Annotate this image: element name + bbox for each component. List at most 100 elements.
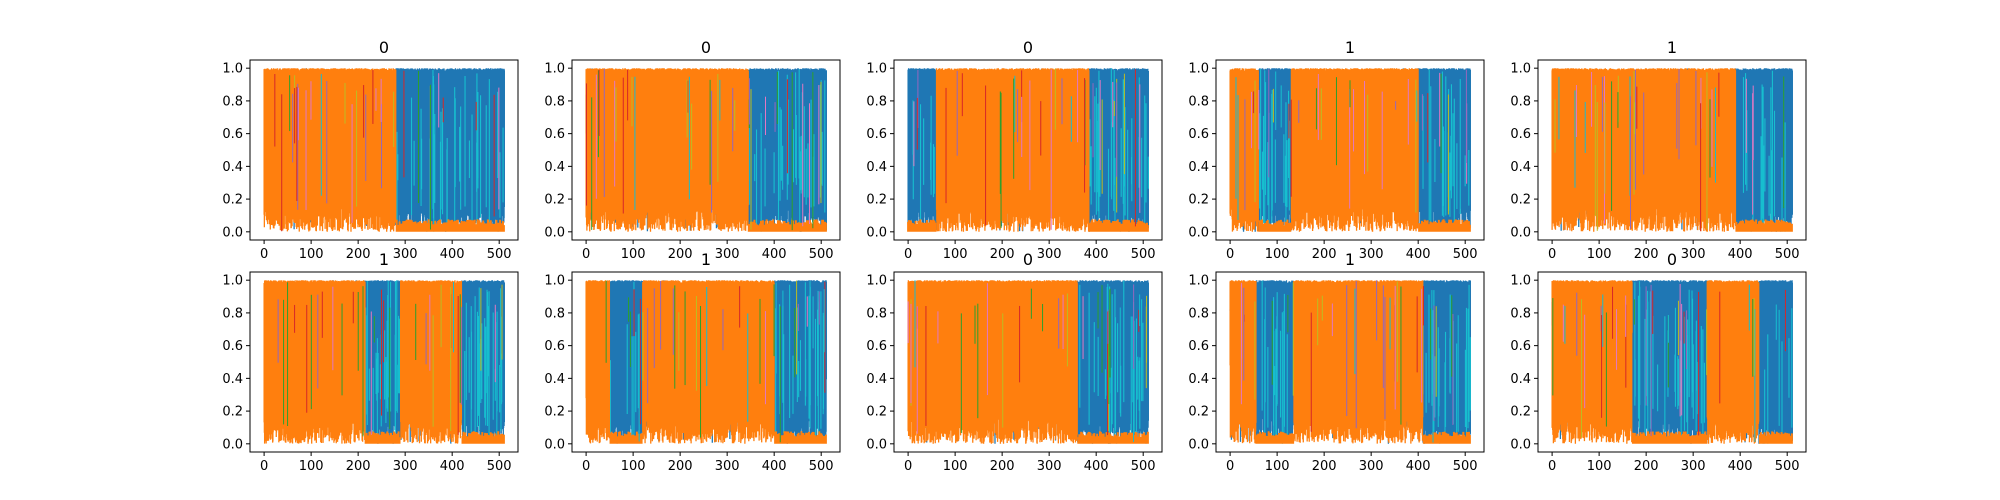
series-c1-low-band bbox=[1735, 219, 1793, 232]
y-tick-label: 0.2 bbox=[544, 405, 565, 420]
plot-area bbox=[907, 68, 1149, 232]
x-tick-label: 100 bbox=[621, 459, 646, 474]
subplot-title: 1 bbox=[1345, 250, 1355, 269]
x-tick-label: 300 bbox=[715, 247, 740, 262]
axes-frame bbox=[249, 271, 519, 453]
subplot-title: 0 bbox=[1023, 250, 1033, 269]
y-tick-label: 0.6 bbox=[222, 339, 243, 354]
subplot-title: 0 bbox=[701, 38, 711, 57]
y-tick-label: 0.2 bbox=[1188, 405, 1209, 420]
x-tick-label: 0 bbox=[1226, 459, 1234, 474]
y-tick-label: 0.6 bbox=[1188, 127, 1209, 142]
subplot-5: 1 0 100 200 300 400 500 0.0 0.2 0.4 0.6 0.8 1.0 bbox=[222, 250, 519, 474]
y-tick-label: 1.0 bbox=[866, 62, 887, 77]
x-tick-label: 200 bbox=[668, 247, 693, 262]
x-tick-label: 100 bbox=[1265, 459, 1290, 474]
y-tick-label: 0.4 bbox=[866, 372, 887, 387]
subplot-title: 1 bbox=[1667, 38, 1677, 57]
subplot-0: 0 0 100 200 300 400 500 0.0 0.2 0.4 0.6 0.8 1.0 bbox=[222, 38, 519, 262]
y-tick-label: 1.0 bbox=[1510, 62, 1531, 77]
x-tick-label: 200 bbox=[1312, 247, 1337, 262]
x-tick-label: 500 bbox=[809, 247, 834, 262]
x-tick-label: 100 bbox=[1587, 247, 1612, 262]
y-tick-label: 0.6 bbox=[1188, 339, 1209, 354]
x-tick-label: 200 bbox=[1634, 459, 1659, 474]
x-tick-label: 100 bbox=[943, 247, 968, 262]
x-tick-label: 200 bbox=[346, 459, 371, 474]
x-tick-label: 300 bbox=[1037, 247, 1062, 262]
y-tick-label: 0.6 bbox=[1510, 339, 1531, 354]
y-tick-label: 1.0 bbox=[1188, 62, 1209, 77]
y-tick-label: 0.8 bbox=[1188, 306, 1209, 321]
axes-frame bbox=[571, 271, 841, 453]
x-tick-label: 100 bbox=[1587, 459, 1612, 474]
x-tick-label: 400 bbox=[1084, 459, 1109, 474]
y-tick-label: 0.0 bbox=[544, 225, 565, 240]
y-tick-label: 0.6 bbox=[1510, 127, 1531, 142]
y-tick-label: 1.0 bbox=[222, 62, 243, 77]
y-tick-label: 1.0 bbox=[544, 62, 565, 77]
x-tick-label: 100 bbox=[1265, 247, 1290, 262]
subplot-title: 1 bbox=[701, 250, 711, 269]
x-tick-label: 0 bbox=[1548, 459, 1556, 474]
axes-frame bbox=[249, 59, 519, 241]
axes-frame bbox=[1537, 59, 1807, 241]
y-tick-label: 0.4 bbox=[222, 372, 243, 387]
x-tick-label: 500 bbox=[1775, 247, 1800, 262]
y-tick-label: 0.8 bbox=[222, 306, 243, 321]
x-tick-label: 200 bbox=[346, 247, 371, 262]
series-c1-low-band bbox=[1077, 431, 1149, 444]
y-tick-label: 0.0 bbox=[1188, 437, 1209, 452]
y-tick-label: 0.2 bbox=[1510, 405, 1531, 420]
y-tick-label: 0.2 bbox=[222, 405, 243, 420]
x-tick-label: 400 bbox=[1406, 247, 1431, 262]
series-c1-trace bbox=[585, 280, 775, 444]
plot-area bbox=[263, 68, 505, 232]
x-tick-label: 400 bbox=[440, 247, 465, 262]
y-tick-label: 0.4 bbox=[1510, 160, 1531, 175]
series-minor-trace bbox=[1259, 68, 1470, 232]
subplot-title: 0 bbox=[1023, 38, 1033, 57]
x-tick-label: 100 bbox=[299, 247, 324, 262]
y-tick-label: 0.4 bbox=[866, 160, 887, 175]
y-tick-label: 0.6 bbox=[866, 339, 887, 354]
x-tick-label: 100 bbox=[621, 247, 646, 262]
x-tick-label: 300 bbox=[1037, 459, 1062, 474]
x-tick-label: 200 bbox=[1312, 459, 1337, 474]
y-tick-label: 0.0 bbox=[544, 437, 565, 452]
series-c1-trace bbox=[1229, 68, 1419, 232]
x-tick-label: 200 bbox=[668, 459, 693, 474]
plot-area bbox=[1551, 68, 1793, 232]
y-tick-label: 0.0 bbox=[222, 437, 243, 452]
plot-area bbox=[1229, 68, 1471, 232]
x-tick-label: 0 bbox=[1226, 247, 1234, 262]
x-tick-label: 300 bbox=[1681, 247, 1706, 262]
y-tick-label: 0.2 bbox=[544, 193, 565, 208]
subplot-title: 1 bbox=[379, 250, 389, 269]
series-c1-low-band bbox=[1631, 431, 1793, 444]
x-tick-label: 0 bbox=[582, 459, 590, 474]
x-tick-label: 500 bbox=[1453, 459, 1478, 474]
axes-frame bbox=[571, 59, 841, 241]
y-tick-label: 0.0 bbox=[1188, 225, 1209, 240]
y-tick-label: 0.6 bbox=[544, 127, 565, 142]
x-tick-label: 300 bbox=[1681, 459, 1706, 474]
y-tick-label: 0.2 bbox=[1510, 193, 1531, 208]
x-tick-label: 500 bbox=[487, 247, 512, 262]
subplot-1: 0 0 100 200 300 400 500 0.0 0.2 0.4 0.6 0.8 1.0 bbox=[544, 38, 841, 262]
y-tick-label: 1.0 bbox=[544, 274, 565, 289]
plot-area bbox=[585, 280, 827, 444]
y-tick-label: 0.4 bbox=[544, 160, 565, 175]
series-c1-low-band bbox=[364, 431, 505, 444]
y-tick-label: 0.8 bbox=[866, 306, 887, 321]
series-minor-trace bbox=[365, 280, 503, 443]
plot-area bbox=[1229, 280, 1471, 444]
y-tick-label: 1.0 bbox=[1510, 274, 1531, 289]
axes-frame bbox=[893, 271, 1163, 453]
subplot-6: 1 0 100 200 300 400 500 0.0 0.2 0.4 0.6 0.8 1.0 bbox=[544, 250, 841, 474]
plot-area bbox=[1551, 280, 1793, 444]
x-tick-label: 300 bbox=[393, 247, 418, 262]
x-tick-label: 400 bbox=[1728, 247, 1753, 262]
x-tick-label: 100 bbox=[299, 459, 324, 474]
y-tick-label: 0.6 bbox=[222, 127, 243, 142]
